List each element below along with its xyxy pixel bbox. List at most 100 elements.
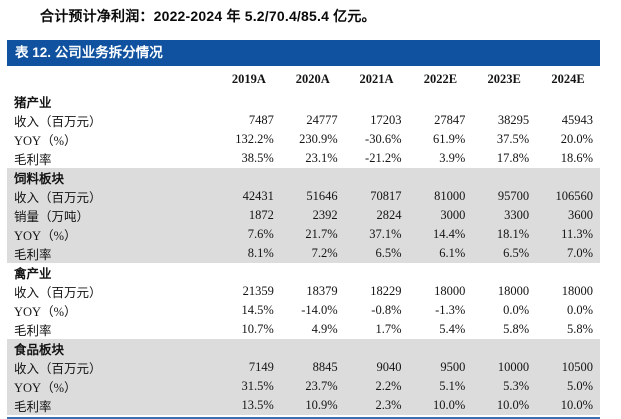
column-header-2023e: 2023E [487,71,521,86]
cell-value: 10.7% [241,322,274,336]
row-label: YOY（%） [14,229,77,243]
cell-value: 23.7% [305,379,338,393]
cell-value: 18000 [561,284,593,298]
cell-value: 10000 [497,360,530,374]
cell-value: 37.5% [496,132,530,146]
row-label: 销量（万吨） [14,210,90,224]
cell-value: 7149 [248,360,274,374]
cell-value: 11.3% [561,227,593,241]
cell-value: 51646 [306,189,338,203]
cell-value: 10.0% [496,398,530,412]
cell-value: 17.8% [496,151,530,165]
cell-value: 10.0% [560,398,593,412]
row-label: YOY（%） [14,305,77,319]
cell-value: 18000 [497,284,530,298]
cell-value: 18379 [306,284,338,298]
intro-text: 合计预计净利润：2022-2024 年 5.2/70.4/85.4 亿元。 [40,8,376,24]
cell-value: 5.1% [439,379,466,393]
section-header-row: 猪产业 [7,92,600,111]
column-header-2021a: 2021A [359,71,394,86]
cell-value: 2392 [312,208,338,222]
table-row: YOY（%） 31.5% 23.7% 2.2% 5.1% 5.3% 5.0% [7,377,600,396]
table-row: 毛利率 8.1% 7.2% 6.5% 6.1% 6.5% 7.0% [7,244,600,263]
cell-value: -0.8% [371,303,402,317]
cell-value: 38.5% [241,151,274,165]
table-row: 毛利率 10.7% 4.9% 1.7% 5.4% 5.8% 5.8% [7,320,600,339]
cell-value: 14.4% [433,227,466,241]
cell-value: 7.2% [311,246,338,260]
cell-value: 6.5% [375,246,402,260]
cell-value: 3.9% [439,151,466,165]
column-header-2024e: 2024E [551,71,585,86]
cell-value: 6.5% [503,246,530,260]
cell-value: 31.5% [241,379,274,393]
cell-value: 13.5% [241,398,274,412]
section-name: 猪产业 [14,96,52,110]
row-label: YOY（%） [14,134,77,148]
cell-value: 37.1% [369,227,402,241]
table-row: 收入（百万元） 7487 24777 17203 27847 38295 45943 [7,111,600,130]
row-label: 毛利率 [14,400,52,414]
table-body: 猪产业 收入（百万元） 7487 24777 17203 27847 38295 4594… [7,92,600,415]
cell-value: 10.9% [305,398,338,412]
business-table-panel: 表 12. 公司业务拆分情况 2019A 2020A 2021A 2022E 2… [7,40,600,419]
cell-value: 6.1% [439,246,466,260]
cell-value: 2.2% [375,379,402,393]
cell-value: 9500 [440,360,466,374]
cell-value: 2.3% [375,398,402,412]
section-name: 禽产业 [14,267,52,281]
cell-value: 21359 [242,284,274,298]
cell-value: 10.0% [433,398,466,412]
business-breakdown-table: 2019A 2020A 2021A 2022E 2023E 2024E 猪产业 … [7,66,600,415]
cell-value: -30.6% [365,132,402,146]
cell-value: 7487 [248,113,274,127]
cell-value: -21.2% [365,151,402,165]
cell-value: 7.6% [247,227,274,241]
row-label: 收入（百万元） [14,115,102,129]
row-label: 收入（百万元） [14,362,102,376]
cell-value: 18.6% [560,151,593,165]
section-name: 食品板块 [14,343,65,357]
table-row: 销量（万吨） 1872 2392 2824 3000 3300 3600 [7,206,600,225]
cell-value: 20.0% [560,132,593,146]
cell-value: 3600 [568,208,593,222]
table-row: YOY（%） 14.5% -14.0% -0.8% -1.3% 0.0% 0.0% [7,301,600,320]
cell-value: 132.2% [235,132,274,146]
cell-value: 18000 [434,284,466,298]
cell-value: 7.0% [566,246,593,260]
cell-value: 27847 [434,113,466,127]
row-label: 毛利率 [14,324,52,338]
cell-value: -14.0% [301,303,338,317]
cell-value: 42431 [242,189,274,203]
cell-value: 1.7% [375,322,402,336]
cell-value: 24777 [306,113,338,127]
cell-value: -1.3% [435,303,466,317]
table-row: 收入（百万元） 7149 8845 9040 9500 10000 10500 [7,358,600,377]
row-label: 收入（百万元） [14,286,102,300]
cell-value: 106560 [555,189,594,203]
cell-value: 10500 [561,360,593,374]
cell-value: 17203 [370,113,402,127]
table-header-row: 2019A 2020A 2021A 2022E 2023E 2024E [7,66,600,92]
table-row: YOY（%） 7.6% 21.7% 37.1% 14.4% 18.1% 11.3% [7,225,600,244]
cell-value: 81000 [434,189,466,203]
cell-value: 5.4% [439,322,466,336]
table-row: 毛利率 38.5% 23.1% -21.2% 3.9% 17.8% 18.6% [7,149,600,168]
cell-value: 8.1% [247,246,274,260]
column-header-2020a: 2020A [295,71,330,86]
cell-value: 14.5% [241,303,274,317]
table-row: 毛利率 13.5% 10.9% 2.3% 10.0% 10.0% 10.0% [7,396,600,415]
cell-value: 23.1% [305,151,338,165]
cell-value: 230.9% [299,132,338,146]
cell-value: 61.9% [433,132,466,146]
cell-value: 9040 [376,360,402,374]
table-title-bar: 表 12. 公司业务拆分情况 [7,40,600,66]
column-header-2022e: 2022E [423,71,458,86]
cell-value: 38295 [497,113,530,127]
row-label-header [7,66,217,92]
cell-value: 95700 [497,189,530,203]
cell-value: 18.1% [496,227,530,241]
section-header-row: 禽产业 [7,263,600,282]
row-label: 毛利率 [14,153,52,167]
cell-value: 5.8% [566,322,593,336]
